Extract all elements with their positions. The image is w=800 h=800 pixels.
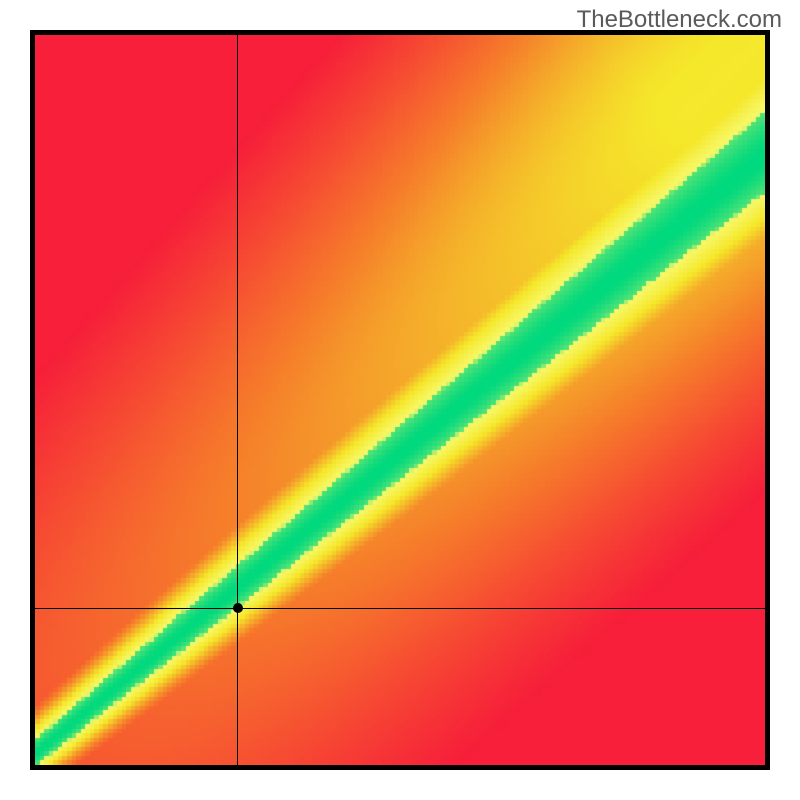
crosshair-horizontal [35, 608, 765, 609]
watermark-text: TheBottleneck.com [577, 6, 782, 34]
crosshair-marker [233, 603, 243, 613]
crosshair-vertical [237, 35, 238, 765]
plot-area [35, 35, 765, 765]
heatmap-canvas [35, 35, 765, 765]
chart-frame [30, 30, 770, 770]
